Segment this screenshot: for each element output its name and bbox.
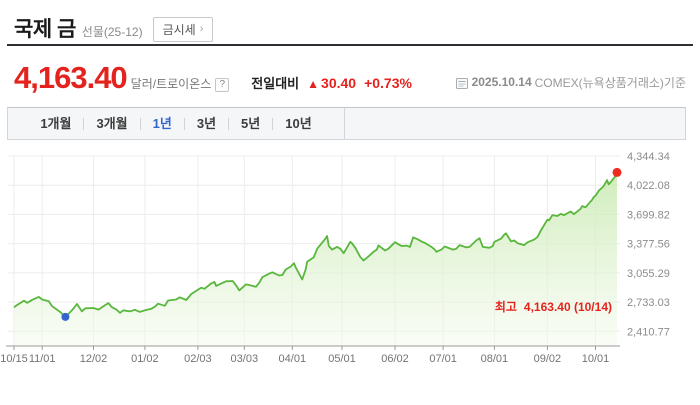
up-triangle-icon: ▲ bbox=[307, 77, 320, 91]
tab-separator bbox=[139, 117, 141, 130]
x-axis-label: 11/01 bbox=[29, 353, 56, 365]
contract-subtitle: 선물(25-12) bbox=[81, 24, 143, 39]
tab-separator bbox=[272, 117, 274, 130]
x-axis-label: 06/02 bbox=[381, 353, 409, 365]
tab-separator bbox=[183, 117, 185, 130]
quote-basis: COMEX(뉴욕상품거래소)기준 bbox=[534, 75, 686, 90]
x-axis bbox=[6, 345, 620, 350]
tab-10년[interactable]: 10년 bbox=[285, 116, 312, 131]
quote-meta: 2025.10.14 COMEX(뉴욕상품거래소)기준 bbox=[455, 74, 686, 91]
y-axis-label: 3,055.29 bbox=[627, 268, 670, 280]
change-label: 전일대비 bbox=[251, 76, 300, 91]
gold-price-button[interactable]: 금시세 › bbox=[152, 16, 214, 42]
high-point-dot bbox=[612, 167, 622, 177]
tabbar-empty-cell bbox=[345, 108, 685, 139]
x-axis-label: 09/02 bbox=[534, 353, 562, 365]
current-price: 4,163.40 bbox=[14, 60, 128, 95]
tab-1년[interactable]: 1년 bbox=[152, 116, 172, 131]
tab-separator bbox=[228, 117, 230, 130]
gold-price-button-label: 금시세 bbox=[162, 22, 196, 37]
x-axis-label: 10/01 bbox=[582, 353, 610, 365]
price-chart: 10/15 11/01 12/02 01/02 02/03 03/03 04/01 05/01… bbox=[0, 147, 700, 405]
x-axis-label: 05/01 bbox=[328, 353, 356, 365]
tab-5년[interactable]: 5년 bbox=[241, 116, 261, 131]
tab-3년[interactable]: 3년 bbox=[196, 116, 217, 131]
y-axis-label: 3,699.82 bbox=[627, 209, 670, 221]
x-axis-label: 02/03 bbox=[184, 353, 212, 365]
period-tabs: 1개월 3개월 1년 3년 5년 10년 bbox=[8, 108, 345, 139]
x-axis-label: 08/01 bbox=[481, 353, 509, 365]
x-axis-label: 07/01 bbox=[429, 353, 457, 365]
x-axis-label: 01/02 bbox=[131, 353, 159, 365]
tab-separator bbox=[83, 117, 85, 130]
high-label: 최고 bbox=[494, 300, 517, 314]
series-area bbox=[14, 172, 617, 346]
change-value: 30.40 bbox=[321, 75, 357, 91]
quote-date: 2025.10.14 bbox=[471, 75, 532, 89]
help-icon[interactable]: ? bbox=[215, 78, 230, 92]
page-header: 국제 금 선물(25-12) 금시세 › bbox=[7, 0, 693, 46]
y-axis-label: 2,733.03 bbox=[627, 297, 670, 309]
price-summary: 4,163.40 달러/트로이온스 ? 전일대비 ▲ 30.40 +0.73% … bbox=[14, 60, 686, 100]
x-axis-label: 12/02 bbox=[80, 353, 108, 365]
x-axis-label: 03/03 bbox=[231, 353, 259, 365]
chart-high-annotation: 최고 4,163.40 (10/14) bbox=[495, 298, 612, 315]
x-axis-label: 04/01 bbox=[279, 353, 307, 365]
chevron-right-icon: › bbox=[199, 23, 204, 35]
change-percent: +0.73% bbox=[364, 75, 412, 91]
y-axis-label: 4,022.08 bbox=[627, 180, 670, 192]
period-tabbar: 1개월 3개월 1년 3년 5년 10년 bbox=[7, 107, 686, 140]
y-axis-label: 4,344.34 bbox=[627, 151, 670, 163]
page-title: 국제 금 bbox=[14, 18, 76, 41]
tab-3개월[interactable]: 3개월 bbox=[96, 116, 128, 131]
tab-1개월[interactable]: 1개월 bbox=[40, 116, 72, 131]
y-axis-label: 3,377.56 bbox=[627, 239, 670, 251]
calendar-icon bbox=[455, 78, 468, 89]
series-line bbox=[13, 172, 618, 318]
y-axis-label: 2,410.77 bbox=[627, 326, 670, 338]
chart-canvas: 10/15 11/01 12/02 01/02 02/03 03/03 04/01 05/01… bbox=[0, 151, 670, 365]
x-axis-label: 10/15 bbox=[0, 353, 28, 365]
low-point-dot bbox=[61, 312, 70, 321]
high-value: 4,163.40 (10/14) bbox=[523, 300, 612, 314]
price-unit-label: 달러/트로이온스 bbox=[130, 77, 212, 91]
